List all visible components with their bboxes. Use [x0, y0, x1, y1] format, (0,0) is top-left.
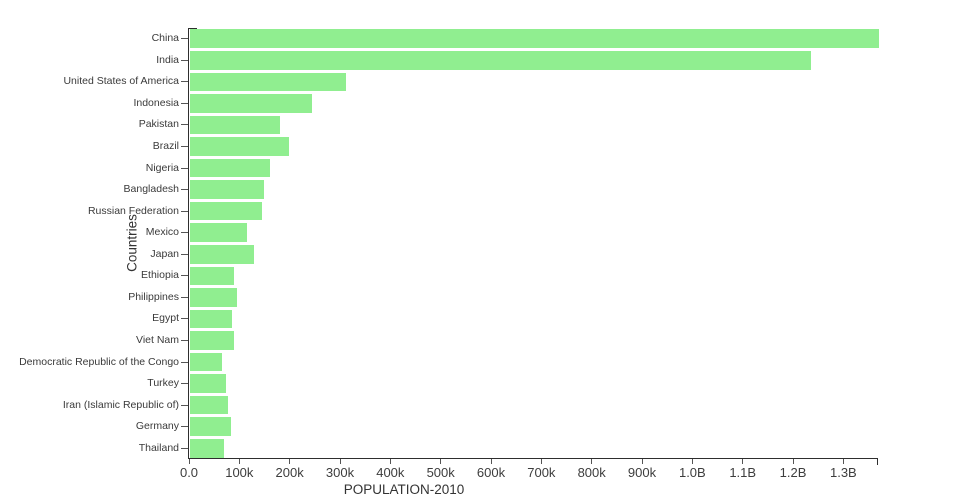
x-axis-end-cap	[877, 459, 878, 465]
y-tick-label: Bangladesh	[123, 183, 179, 196]
y-tick-label: Democratic Republic of the Congo	[19, 355, 179, 368]
population-bar	[190, 29, 879, 49]
y-tick-label: Ethiopia	[141, 269, 179, 282]
y-tick-label: Philippines	[128, 290, 179, 303]
x-tick-label: 300k	[325, 465, 355, 480]
y-tick	[181, 210, 188, 212]
x-tick-label: 0.0	[179, 465, 199, 480]
population-bar	[190, 374, 227, 393]
y-axis-title: Countries	[124, 214, 140, 272]
y-tick	[181, 296, 188, 298]
y-tick	[181, 167, 188, 169]
y-tick	[181, 102, 188, 104]
y-tick-label: Egypt	[152, 312, 179, 325]
y-tick-label: Mexico	[145, 226, 179, 239]
x-tick-label: 800k	[577, 465, 606, 480]
population-bar	[190, 288, 238, 307]
x-tick-label: 100k	[225, 465, 254, 480]
x-tick	[238, 459, 240, 464]
population-bar	[190, 72, 346, 92]
y-tick	[181, 253, 188, 255]
y-tick-label: Russian Federation	[87, 204, 179, 217]
x-tick-label: 500k	[426, 465, 455, 480]
population-bar	[190, 438, 224, 458]
population-bar	[190, 201, 263, 221]
x-tick	[188, 459, 190, 464]
population-bar	[190, 266, 235, 286]
y-tick-label: Brazil	[152, 140, 179, 153]
x-tick-label: 900k	[627, 465, 657, 480]
x-tick	[389, 459, 391, 464]
y-tick-label: Japan	[150, 247, 179, 260]
y-tick-label: Nigeria	[145, 161, 179, 174]
y-tick	[181, 361, 188, 363]
y-tick-label: India	[156, 53, 179, 66]
x-tick	[339, 459, 341, 464]
population-bar	[190, 158, 270, 178]
y-tick	[181, 189, 188, 191]
y-tick-label: Germany	[135, 420, 179, 433]
population-bar	[190, 309, 232, 329]
y-tick	[181, 447, 188, 449]
x-tick	[641, 459, 643, 464]
population-bar	[190, 115, 281, 135]
y-tick-label: Thailand	[138, 441, 179, 454]
population-bar	[190, 331, 235, 350]
x-tick	[540, 459, 542, 464]
y-tick	[181, 275, 188, 277]
x-tick	[742, 459, 744, 464]
y-tick	[181, 38, 188, 40]
y-tick-label: Turkey	[147, 377, 179, 390]
plot-area	[188, 28, 879, 465]
x-tick-label: 600k	[476, 465, 506, 480]
y-tick	[181, 318, 188, 320]
x-tick-label: 1.1B	[729, 465, 757, 480]
population-bar	[190, 223, 248, 243]
y-tick	[181, 339, 188, 341]
x-tick	[289, 459, 291, 464]
x-axis-title: POPULATION-2010	[343, 482, 465, 497]
y-tick	[181, 124, 188, 126]
population-bar	[190, 94, 312, 113]
population-bar	[190, 137, 289, 156]
population-bar	[190, 244, 255, 264]
x-tick	[842, 459, 844, 464]
y-tick	[181, 232, 188, 234]
x-tick-label: 700k	[527, 465, 556, 480]
population-bar	[190, 417, 231, 436]
x-tick	[792, 459, 794, 464]
y-tick-label: China	[151, 32, 179, 45]
x-tick	[490, 459, 492, 464]
x-tick	[440, 459, 442, 464]
population-bar	[190, 180, 265, 199]
y-tick-label: Iran (Islamic Republic of)	[62, 398, 179, 411]
population-bar	[190, 352, 223, 372]
y-axis-end-cap	[189, 28, 197, 29]
y-tick-label: Pakistan	[138, 118, 179, 131]
x-tick-label: 1.0B	[678, 465, 706, 480]
y-tick	[181, 404, 188, 406]
x-tick-label: 200k	[275, 465, 304, 480]
x-tick	[591, 459, 593, 464]
y-tick-label: United States of America	[63, 75, 179, 88]
y-tick	[181, 59, 188, 61]
y-tick-label: Indonesia	[133, 96, 179, 109]
population-bar	[190, 51, 812, 70]
x-tick	[691, 459, 693, 464]
x-tick-label: 1.3B	[829, 465, 857, 480]
x-tick-label: 1.2B	[779, 465, 807, 480]
y-tick	[181, 146, 188, 148]
population-bar	[190, 395, 228, 415]
y-tick-label: Viet Nam	[136, 333, 179, 346]
y-tick	[181, 426, 188, 428]
y-tick	[181, 81, 188, 83]
x-tick-label: 400k	[376, 465, 405, 480]
y-tick	[181, 383, 188, 385]
